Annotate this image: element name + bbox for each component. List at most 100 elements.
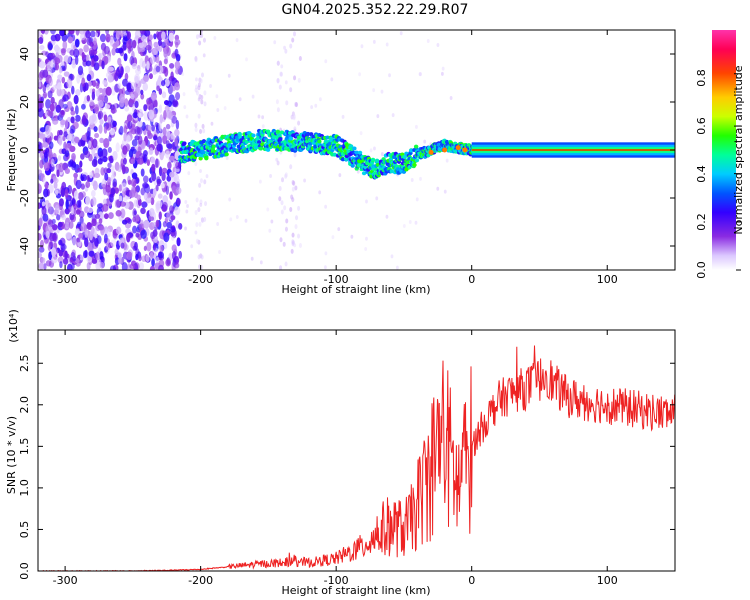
noise-blob <box>169 191 173 200</box>
noise-blob <box>78 232 83 239</box>
noise-blob <box>57 155 62 161</box>
noise-blob <box>292 116 296 121</box>
noise-blob <box>289 43 293 49</box>
noise-blob <box>71 152 76 161</box>
noise-blob <box>426 39 430 44</box>
noise-blob <box>38 262 45 270</box>
noise-blob <box>38 232 42 241</box>
noise-blob <box>138 223 145 231</box>
colorbar-tick-label: 0.0 <box>695 261 708 279</box>
noise-blob <box>375 196 379 201</box>
noise-blob <box>132 39 137 49</box>
noise-blob <box>350 234 354 239</box>
trace-blob <box>325 135 330 140</box>
noise-blob <box>103 213 109 220</box>
noise-blob <box>142 82 149 92</box>
trace-blob <box>251 133 256 138</box>
noise-blob <box>161 91 167 99</box>
noise-blob <box>131 148 137 154</box>
noise-blob <box>38 93 42 101</box>
noise-blob <box>66 263 73 270</box>
noise-blob <box>278 84 282 90</box>
noise-blob <box>124 98 129 107</box>
noise-blob <box>410 178 414 183</box>
noise-blob <box>195 222 199 228</box>
trace-blob <box>402 155 407 160</box>
noise-blob <box>126 31 132 40</box>
noise-blob <box>203 179 207 185</box>
noise-blob <box>148 109 155 120</box>
noise-blob <box>64 168 71 174</box>
noise-blob <box>166 211 171 221</box>
noise-blob <box>143 175 149 184</box>
noise-blob <box>276 60 280 66</box>
noise-blob <box>53 57 61 65</box>
noise-blob <box>295 215 299 221</box>
noise-blob <box>201 218 205 224</box>
noise-blob <box>103 138 110 149</box>
noise-blob <box>134 86 141 97</box>
noise-blob <box>174 60 181 70</box>
noise-blob <box>385 214 389 219</box>
noise-blob <box>64 119 69 129</box>
noise-blob <box>48 240 54 248</box>
noise-blob <box>88 115 95 126</box>
noise-blob <box>441 66 445 71</box>
noise-blob <box>45 98 51 109</box>
noise-blob <box>50 34 57 42</box>
noise-blob <box>118 257 122 265</box>
noise-blob <box>396 265 399 270</box>
noise-blob <box>92 180 98 191</box>
noise-blob <box>57 134 63 145</box>
noise-blob <box>41 205 47 216</box>
noise-blob <box>198 40 202 46</box>
noise-blob <box>331 235 335 240</box>
noise-blob <box>293 243 297 248</box>
noise-blob <box>38 184 42 194</box>
trace-blob <box>350 163 355 168</box>
noise-blob <box>70 116 75 124</box>
noise-blob <box>140 168 145 177</box>
noise-blob <box>85 30 91 39</box>
noise-blob <box>42 83 47 93</box>
noise-blob <box>48 42 53 50</box>
noise-blob <box>74 38 80 48</box>
noise-blob <box>365 199 368 204</box>
noise-blob <box>52 84 58 91</box>
noise-blob <box>63 131 68 137</box>
noise-blob <box>62 94 69 102</box>
noise-blob <box>365 236 368 241</box>
noise-blob <box>50 158 55 168</box>
x-tick-label: -100 <box>324 273 349 286</box>
noise-blob <box>79 160 83 168</box>
noise-blob <box>72 121 79 130</box>
noise-blob <box>158 251 164 259</box>
y-tick-label: 2.0 <box>18 396 31 414</box>
noise-blob <box>291 232 295 238</box>
noise-blob <box>39 239 45 249</box>
noise-blob <box>109 265 117 270</box>
noise-blob <box>289 87 293 93</box>
trace-blob <box>409 148 414 153</box>
noise-blob <box>293 75 297 81</box>
noise-blob <box>110 164 115 175</box>
noise-blob <box>46 61 53 71</box>
noise-blob <box>41 141 49 148</box>
noise-blob <box>284 80 288 85</box>
noise-blob <box>185 209 189 214</box>
noise-blob <box>59 261 63 269</box>
noise-blob <box>38 225 41 231</box>
noise-blob <box>159 114 163 124</box>
noise-blob <box>215 94 219 99</box>
noise-blob <box>118 195 123 202</box>
noise-blob <box>198 95 202 101</box>
noise-blob <box>38 30 41 38</box>
noise-blob <box>184 226 187 231</box>
noise-blob <box>266 207 270 212</box>
noise-blob <box>111 47 116 56</box>
noise-blob <box>209 84 212 89</box>
colorbar-gradient <box>712 30 736 270</box>
noise-blob <box>84 150 91 159</box>
noise-blob <box>376 114 380 119</box>
noise-blob <box>314 103 318 108</box>
